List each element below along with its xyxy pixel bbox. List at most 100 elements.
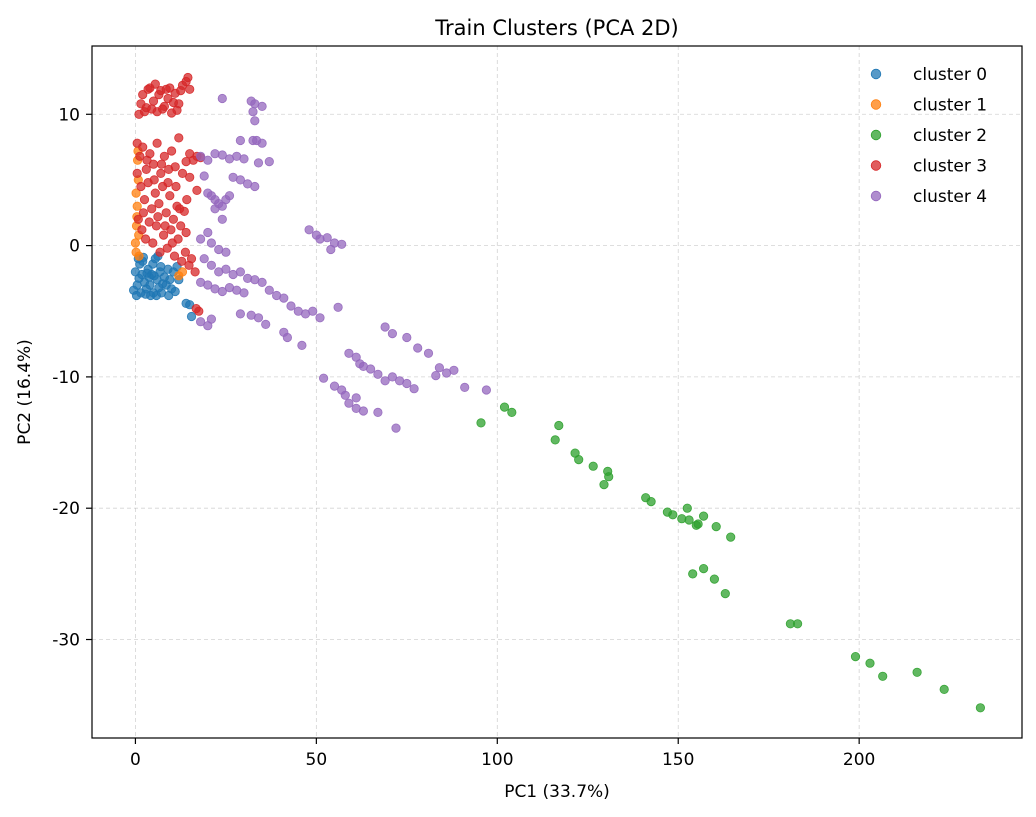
data-point: [373, 407, 383, 417]
x-tick-label: 100: [481, 750, 513, 770]
series-cluster-4: [196, 93, 491, 433]
data-point: [143, 84, 153, 94]
data-point: [460, 382, 470, 392]
data-point: [135, 151, 145, 161]
y-tick-label: 10: [58, 105, 80, 125]
legend-item: cluster 0: [870, 65, 987, 85]
data-point: [141, 234, 151, 244]
data-point: [142, 155, 152, 165]
grid-lines: [92, 46, 1022, 738]
series-cluster-3: [132, 72, 206, 316]
data-point: [344, 398, 354, 408]
data-point: [975, 703, 986, 713]
x-axis-ticks: 0 50 100 150 200: [130, 738, 875, 770]
data-point: [147, 204, 157, 214]
data-point: [186, 254, 197, 264]
data-point: [221, 264, 231, 274]
data-point: [402, 378, 412, 389]
data-point: [409, 384, 419, 394]
data-point: [150, 188, 160, 198]
data-point: [164, 164, 174, 174]
data-point: [147, 104, 157, 114]
data-point: [185, 172, 195, 182]
data-point: [387, 372, 397, 382]
data-point: [161, 208, 171, 218]
data-point: [139, 195, 150, 205]
data-point: [167, 238, 177, 248]
data-point: [693, 519, 703, 529]
data-point: [203, 188, 213, 198]
data-point: [156, 159, 167, 169]
data-point: [217, 150, 227, 160]
data-point: [146, 290, 156, 301]
data-point: [217, 286, 227, 297]
data-point: [340, 390, 350, 400]
data-point: [646, 496, 656, 507]
data-point: [196, 234, 206, 244]
data-point: [358, 406, 368, 416]
data-point: [132, 168, 142, 178]
data-point: [199, 254, 209, 264]
data-point: [141, 164, 151, 174]
data-point: [315, 313, 325, 323]
legend-marker: [870, 129, 882, 141]
data-point: [160, 221, 170, 231]
data-point: [165, 191, 175, 201]
data-point: [257, 101, 267, 112]
legend-marker: [870, 99, 882, 110]
data-point: [912, 667, 922, 677]
data-point: [344, 348, 354, 358]
data-point: [151, 221, 161, 231]
data-point: [264, 157, 274, 167]
data-point: [190, 267, 200, 277]
data-point: [171, 181, 181, 192]
data-point: [326, 244, 336, 255]
data-point: [203, 280, 213, 290]
data-point: [144, 217, 154, 227]
data-point: [148, 259, 158, 269]
data-point: [698, 511, 709, 521]
data-point: [210, 195, 220, 205]
data-point: [164, 290, 174, 301]
data-point: [688, 569, 698, 579]
data-point: [441, 368, 452, 378]
y-tick-label: 0: [69, 237, 80, 257]
data-point: [434, 363, 444, 373]
data-point: [431, 370, 441, 381]
data-point: [698, 563, 709, 574]
data-point: [131, 290, 142, 301]
data-point: [150, 79, 160, 89]
data-point: [168, 97, 178, 108]
data-point: [257, 277, 267, 287]
data-point: [149, 271, 159, 281]
data-point: [159, 230, 169, 240]
data-point: [939, 684, 949, 695]
data-point: [181, 227, 191, 238]
data-point: [224, 191, 235, 201]
data-point: [158, 104, 168, 114]
legend-label: cluster 1: [913, 96, 987, 116]
series-cluster-2: [476, 402, 986, 713]
data-point: [588, 461, 598, 471]
data-point: [253, 158, 264, 168]
data-points: [129, 72, 986, 713]
legend-item: cluster 4: [870, 187, 987, 207]
x-tick-label: 50: [306, 750, 328, 770]
data-point: [351, 393, 361, 403]
data-point: [138, 208, 148, 218]
data-point: [286, 301, 296, 311]
data-point: [322, 233, 332, 243]
data-point: [170, 286, 180, 297]
data-point: [132, 201, 142, 211]
data-point: [507, 407, 517, 417]
data-point: [297, 340, 307, 350]
data-point: [174, 133, 184, 143]
data-point: [131, 188, 141, 198]
data-point: [682, 503, 692, 513]
data-point: [261, 319, 271, 329]
x-tick-label: 200: [843, 750, 875, 770]
data-point: [413, 343, 423, 353]
data-point: [206, 238, 216, 248]
data-point: [168, 214, 178, 224]
